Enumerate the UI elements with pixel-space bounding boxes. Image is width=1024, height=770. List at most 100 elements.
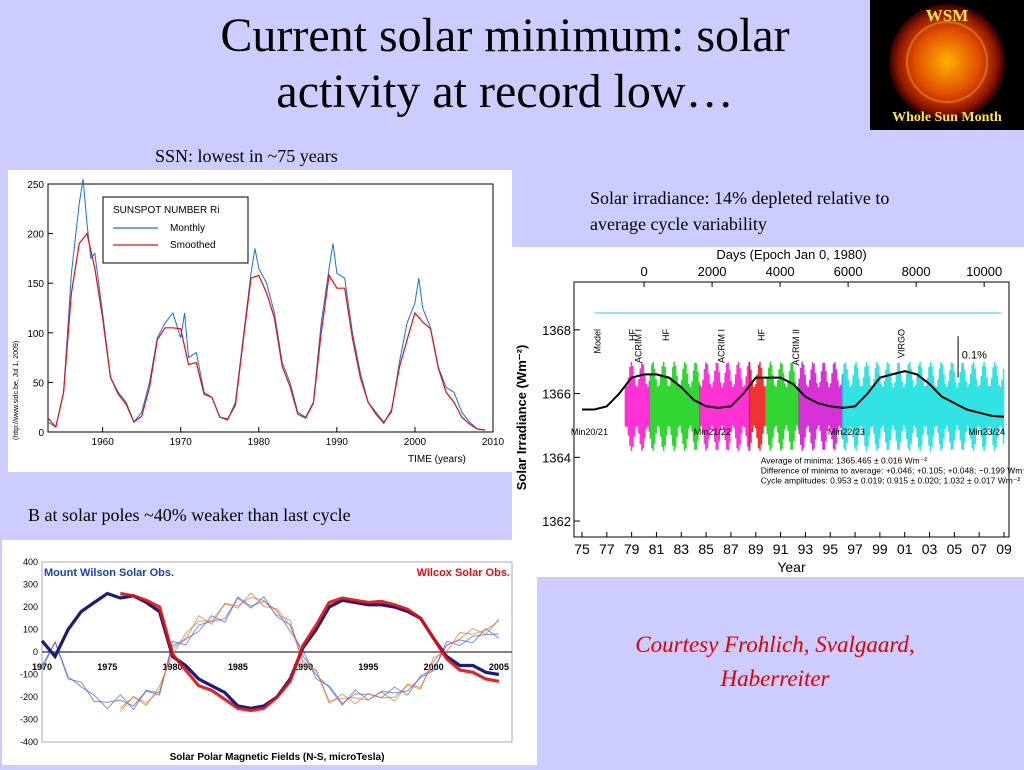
x-tick-label: 93 xyxy=(798,541,814,557)
y-tick-label: 100 xyxy=(23,625,38,635)
logo-top-text: WSM xyxy=(925,6,969,25)
top-tick-label: 0 xyxy=(640,264,647,279)
x-tick-label: 2000 xyxy=(404,437,427,448)
slide-title-line2: activity at record low… xyxy=(276,65,734,118)
x-tick-label: 83 xyxy=(674,541,690,557)
annotation-line-0: Average of minima: 1365.465 ± 0.016 Wm⁻² xyxy=(761,456,927,466)
x-axis-label: TIME (years) xyxy=(408,454,466,465)
x-tick-label: 1980 xyxy=(163,662,183,672)
x-tick-label: 97 xyxy=(847,541,863,557)
x-tick-label: 95 xyxy=(822,541,838,557)
legend-label-smoothed: Smoothed xyxy=(170,240,216,251)
minimum-label: Min21/22 xyxy=(694,427,731,437)
slide-title: Current solar minimum: solar activity at… xyxy=(150,8,860,120)
legend-mount-wilson: Mount Wilson Solar Obs. xyxy=(44,567,174,579)
x-tick-label: 91 xyxy=(773,541,789,557)
annotation-line-2: Cycle amplitudes: 0.953 ± 0.019; 0.915 ±… xyxy=(761,476,1021,486)
top-tick-label: 6000 xyxy=(834,264,863,279)
y-tick-label: 150 xyxy=(27,279,44,290)
y-tick-label: 1366 xyxy=(542,387,571,402)
x-tick-label: 89 xyxy=(748,541,764,557)
x-tick-label: 05 xyxy=(947,541,963,557)
x-tick-label: 1990 xyxy=(293,662,313,672)
x-tick-label: 1990 xyxy=(326,437,349,448)
top-axis-label: Days (Epoch Jan 0, 1980) xyxy=(716,247,866,262)
legend-label-monthly: Monthly xyxy=(170,223,205,234)
polar-chart: 400 300 200 100 0 -100 -200 -300 -400 1970 1975 198… xyxy=(20,557,513,763)
x-tick-label: 1980 xyxy=(248,437,271,448)
x-tick-label: 1970 xyxy=(170,437,193,448)
y-tick-label: 50 xyxy=(33,378,45,389)
y-tick-label: 0 xyxy=(33,647,38,657)
y-tick-label: 100 xyxy=(27,329,44,340)
x-tick-label: 77 xyxy=(599,541,615,557)
x-tick-label: 75 xyxy=(574,541,590,557)
slide-title-line1: Current solar minimum: solar xyxy=(220,9,790,62)
x-tick-label: 1960 xyxy=(92,437,115,448)
irradiance-chart: Days (Epoch Jan 0, 1980) 0 2000 4000 6000 800… xyxy=(514,247,1024,575)
instrument-label: HF xyxy=(756,329,766,341)
side-note: (http://www.sidc.be, Jul 1, 2009) xyxy=(13,341,20,440)
y-tick-label: 400 xyxy=(23,557,38,567)
x-axis-label: Solar Polar Magnetic Fields (N-S, microT… xyxy=(170,752,385,763)
credit-line2: Haberreiter xyxy=(720,666,830,691)
mount-wilson-line xyxy=(40,591,500,710)
instrument-band-6 xyxy=(841,361,1005,451)
irradiance-caption-line1: Solar irradiance: 14% depleted relative … xyxy=(590,188,890,208)
instrument-label: ACRIM II xyxy=(791,329,801,366)
instrument-label: HF xyxy=(661,329,671,341)
irradiance-caption-line2: average cycle variability xyxy=(590,214,767,234)
instrument-label: VIRGO xyxy=(897,329,907,358)
irradiance-line xyxy=(582,370,1005,418)
x-tick-label: 1995 xyxy=(358,662,378,672)
x-tick-label: 03 xyxy=(922,541,938,557)
sunspot-panel: 0 50 100 150 200 250 1960 1970 1980 1990 2000 2010 S… xyxy=(8,170,512,472)
credit-text: Courtesy Frohlich, Svalgaard, Haberreite… xyxy=(560,628,990,696)
irradiance-caption: Solar irradiance: 14% depleted relative … xyxy=(590,185,889,237)
y-tick-label: -200 xyxy=(20,692,38,702)
annotation-line-1: Difference of minima to average: +0.046;… xyxy=(761,466,1024,476)
wilcox-line xyxy=(120,591,500,713)
y-tick-label: 200 xyxy=(23,602,38,612)
polar-panel: 400 300 200 100 0 -100 -200 -300 -400 1970 1975 198… xyxy=(2,540,537,765)
instrument-label: ACRIM I xyxy=(717,329,727,363)
opposite-pole-trace xyxy=(119,592,500,709)
x-tick-label: 99 xyxy=(872,541,888,557)
x-tick-label: 81 xyxy=(649,541,665,557)
instrument-band-3 xyxy=(748,361,766,451)
instrument-band-0 xyxy=(624,361,651,451)
instrument-band-4 xyxy=(764,361,800,451)
y-tick-label: 300 xyxy=(23,580,38,590)
x-tick-label: 2010 xyxy=(482,437,505,448)
smoothed-line xyxy=(47,232,486,431)
y-axis-label: Solar Irradiance (Wm⁻²) xyxy=(514,345,529,491)
opposite-pole-trace xyxy=(41,596,499,707)
y-tick-label: 0 xyxy=(38,428,44,439)
x-tick-label: 2005 xyxy=(489,662,509,672)
y-tick-label: 200 xyxy=(27,230,44,241)
x-tick-label: 1970 xyxy=(32,662,52,672)
scale-bar-label: 0.1% xyxy=(962,350,987,362)
wsm-logo: WSM Whole Sun Month xyxy=(870,0,1024,130)
top-tick-label: 10000 xyxy=(966,264,1002,279)
y-tick-label: -400 xyxy=(20,737,38,747)
top-tick-label: 8000 xyxy=(902,264,931,279)
x-tick-label: 87 xyxy=(723,541,739,557)
x-tick-label: 01 xyxy=(897,541,913,557)
y-tick-label: 1362 xyxy=(542,514,571,529)
y-tick-label: 1368 xyxy=(542,323,571,338)
y-tick-label: 1364 xyxy=(542,450,571,465)
minimum-label: Min23/24 xyxy=(968,427,1005,437)
x-tick-label: 1985 xyxy=(228,662,248,672)
polar-caption: B at solar poles ~40% weaker than last c… xyxy=(28,505,351,525)
credit-line1: Courtesy Frohlich, Svalgaard, xyxy=(635,632,915,657)
plot-frame xyxy=(573,281,1010,538)
y-tick-label: 250 xyxy=(27,180,44,191)
legend-title: SUNSPOT NUMBER Ri xyxy=(113,205,220,216)
y-tick-label: -300 xyxy=(20,715,38,725)
sun-image xyxy=(889,4,1005,120)
top-tick-label: 2000 xyxy=(698,264,727,279)
ssn-caption: SSN: lowest in ~75 years xyxy=(155,146,338,166)
x-tick-label: 09 xyxy=(996,541,1012,557)
instrument-label: ACRIM I xyxy=(634,329,644,363)
